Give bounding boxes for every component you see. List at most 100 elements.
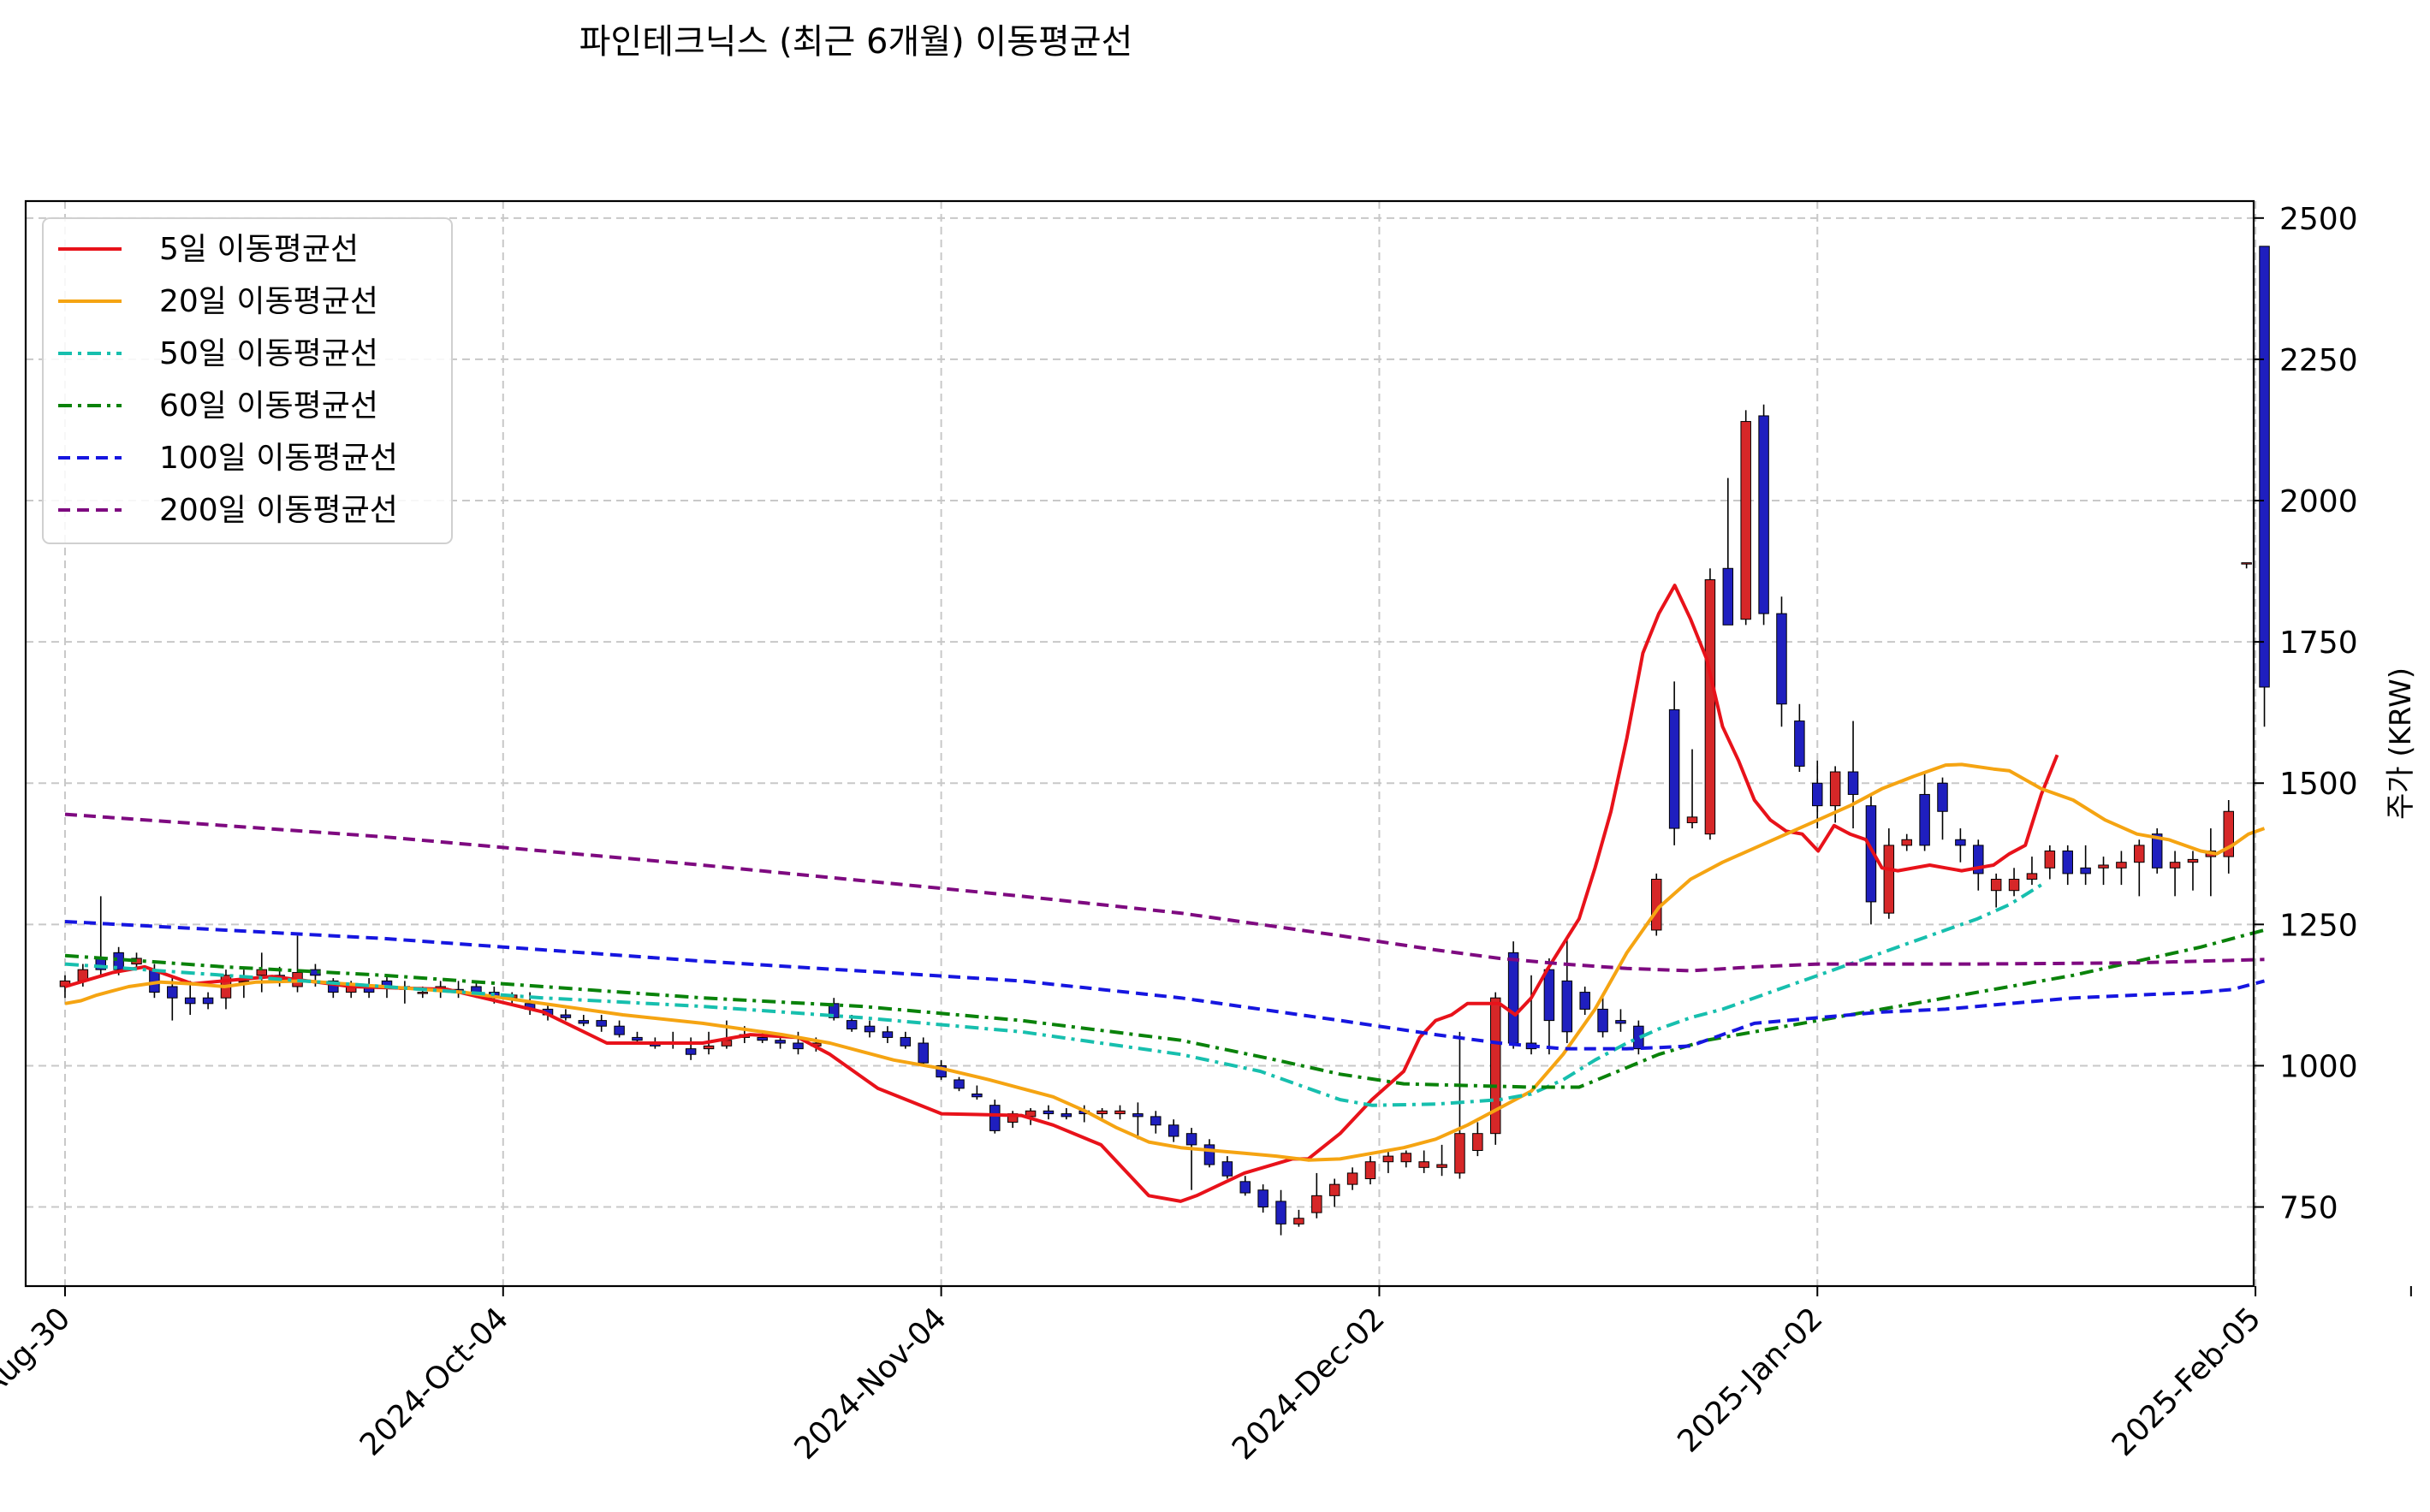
candle-body (1794, 720, 1805, 767)
candle-body (560, 1014, 572, 1018)
y-axis-label: 주가 (KRW) (2384, 667, 2418, 820)
candle-body (1346, 1172, 1358, 1185)
candle-body (1400, 1153, 1412, 1163)
candle-body (1096, 1110, 1108, 1115)
candle-body (1185, 1133, 1197, 1146)
candle-body (1061, 1113, 1072, 1118)
y-tick-label: 1500 (2279, 767, 2358, 802)
candle-body (2026, 873, 2038, 880)
candle-body (1579, 992, 1590, 1010)
candle-body (1132, 1113, 1144, 1118)
candle-body (1150, 1116, 1162, 1126)
plot-frame (24, 199, 2255, 1288)
candle-body (2116, 862, 2127, 869)
candle-body (1454, 1133, 1465, 1174)
candle-body (971, 1093, 983, 1098)
x-tick-label: 2025-Jan-02 (1671, 1301, 1829, 1459)
candle-body (184, 997, 196, 1005)
candle-body (2044, 850, 2056, 869)
candle-body (775, 1040, 786, 1044)
candle-body (1436, 1164, 1447, 1168)
legend: 5일 이동평균선 20일 이동평균선 50일 이동평균선 60일 이동평균선 100일 … (42, 217, 453, 544)
candle-body (882, 1031, 894, 1038)
candle-body (1257, 1189, 1268, 1208)
candle-body (2098, 864, 2109, 869)
candle-body (1865, 805, 1877, 903)
y-tick-label: 1000 (2279, 1049, 2358, 1084)
x-tick-label: 2025-Feb-05 (2106, 1301, 2268, 1463)
candle-body (328, 980, 339, 993)
ma-line-2 (64, 883, 2042, 1107)
candle-body (2008, 879, 2020, 892)
candle-body (1883, 845, 1895, 914)
y-axis: 750 1000 1250 1500 1750 2000 2250 2500 (2254, 202, 2358, 1226)
candle-body (1722, 567, 1734, 626)
candle-body (2151, 833, 2163, 869)
candle-body (954, 1079, 965, 1089)
candle-body (167, 986, 178, 999)
y-tick-label: 2250 (2279, 343, 2358, 378)
x-tick-label: 2024-Oct-04 (354, 1301, 515, 1462)
candle-body (2259, 246, 2270, 688)
candle-body (1239, 1181, 1251, 1194)
candle-body (2187, 858, 2199, 863)
candle-body (1937, 782, 1948, 812)
x-axis: 2024-Aug-30 2024-Oct-04 2024-Nov-04 2024-De… (0, 1286, 2412, 1467)
legend-label: 20일 이동평균선 (159, 284, 378, 319)
candle-body (578, 1020, 590, 1024)
candle-body (1114, 1110, 1126, 1115)
candle-body (829, 1003, 840, 1018)
candle-body (1221, 1161, 1233, 1177)
y-tick-label: 2500 (2279, 202, 2358, 237)
candle-body (2241, 562, 2252, 565)
y-tick-label: 1250 (2279, 908, 2358, 943)
candle-body (1740, 421, 1751, 620)
moving-average-lines (64, 584, 2266, 1203)
candle-body (846, 1020, 858, 1030)
grid (26, 201, 2257, 1286)
candle-body (918, 1042, 929, 1064)
candles (59, 246, 2270, 1236)
y-tick-label: 750 (2279, 1191, 2338, 1226)
candle-body (2223, 810, 2234, 857)
candle-body (1829, 771, 1841, 807)
ma-line-4 (64, 920, 2266, 1051)
candle-body (1847, 771, 1859, 795)
legend-label: 5일 이동평균선 (159, 232, 359, 267)
candle-body (1382, 1155, 1394, 1163)
x-tick-label: 2024-Nov-04 (787, 1301, 954, 1467)
candle-body (703, 1045, 715, 1050)
candle-body (417, 992, 429, 994)
candle-body (1704, 578, 1716, 835)
candle-body (596, 1020, 607, 1027)
candle-body (1364, 1161, 1376, 1180)
candle-body (2134, 845, 2145, 863)
x-tick-label: 2024-Dec-02 (1226, 1301, 1392, 1467)
ma-line-3 (64, 928, 2266, 1089)
candle-body (1543, 969, 1555, 1022)
candle-body (1418, 1161, 1429, 1168)
y-tick-label: 2000 (2279, 484, 2358, 519)
candle-body (685, 1048, 697, 1055)
candle-body (1167, 1124, 1179, 1137)
candle-body (1328, 1183, 1340, 1196)
legend-label: 100일 이동평균선 (159, 441, 398, 476)
ma-line-1 (64, 762, 2266, 1162)
candle-body (614, 1025, 625, 1035)
candle-body (2169, 862, 2181, 869)
candle-body (202, 997, 214, 1005)
chart-title: 파인테크닉스 (최근 6개월) 이동평균선 (579, 22, 1133, 62)
candle-body (1990, 879, 2002, 892)
candle-body (632, 1036, 643, 1041)
candle-body (936, 1064, 947, 1078)
candle-body (1507, 952, 1519, 1044)
candle-body (793, 1042, 804, 1050)
y-tick-label: 1750 (2279, 626, 2358, 661)
candle-body (2080, 867, 2091, 875)
candle-body (1489, 997, 1501, 1135)
candle-body (1597, 1008, 1608, 1033)
candle-body (1758, 415, 1769, 614)
candle-body (757, 1036, 768, 1041)
candle-body (1901, 839, 1912, 846)
